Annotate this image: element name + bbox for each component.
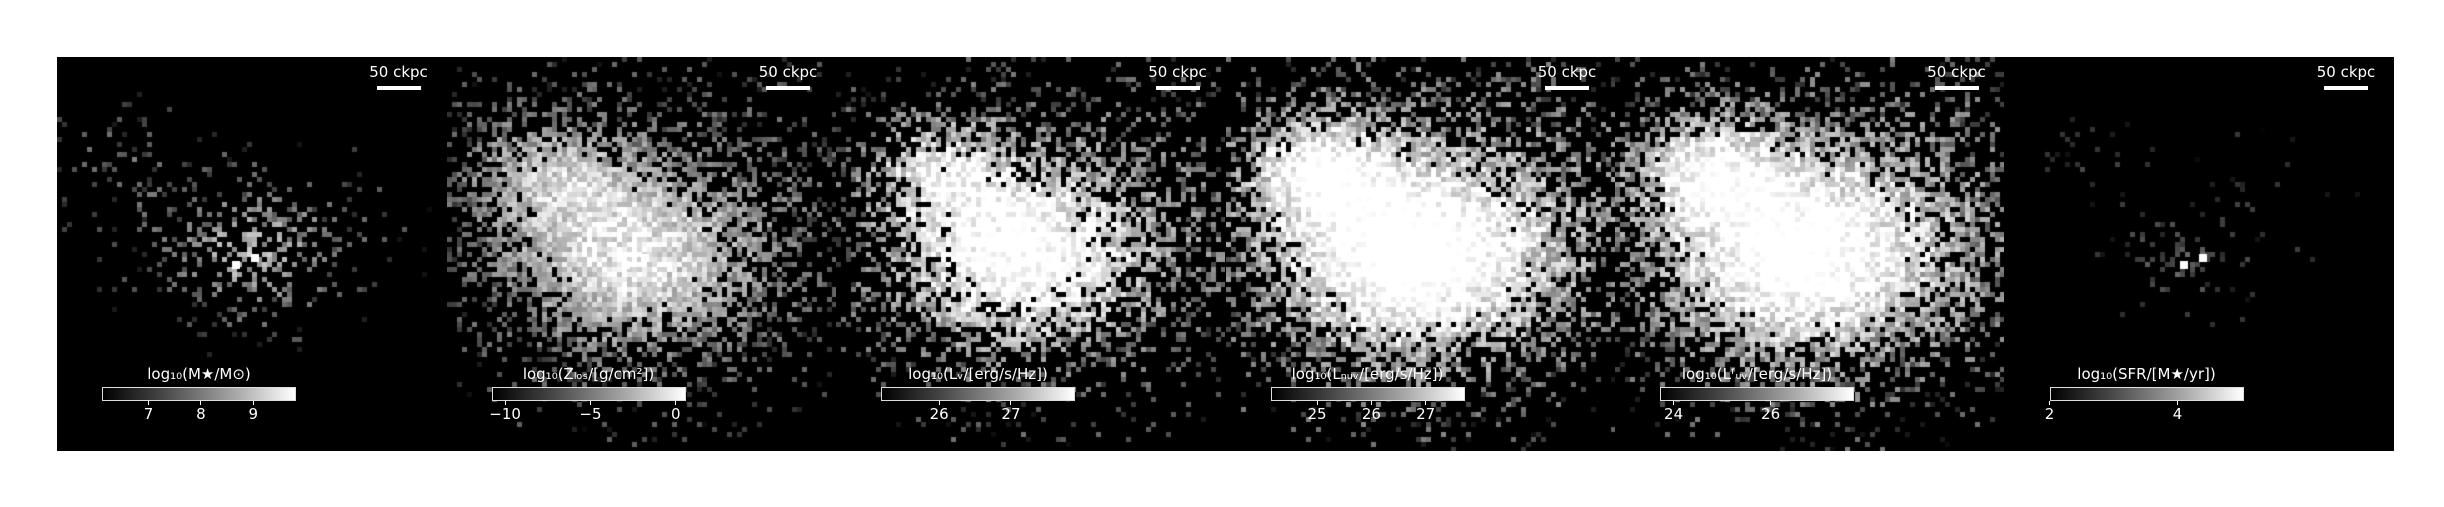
scale-bar-label: 50 ckpc	[1148, 63, 1207, 81]
colorbar-gradient	[491, 387, 686, 401]
colorbar-gradient	[102, 387, 296, 401]
colorbar-gradient	[1660, 387, 1854, 401]
colorbar-ticks: 2 4	[2045, 401, 2244, 423]
scale-bar-label: 50 ckpc	[758, 63, 818, 81]
colorbar: log₁₀(Lᶠᵤᵥ/[erg/s/Hz]) 24 26	[1660, 365, 1854, 423]
image-strip: 50 ckpc log₁₀(M★/M⊙) 7 8 9 50 ckpc log₁₀…	[57, 57, 2394, 451]
colorbar-label: log₁₀(Lᶠᵤᵥ/[erg/s/Hz])	[1681, 365, 1833, 383]
scale-bar-label: 50 ckpc	[369, 63, 428, 81]
colorbar-label: log₁₀(Zₗₒₛ/[g/cm²])	[522, 365, 655, 383]
colorbar-label: log₁₀(Lᵥ/[erg/s/Hz])	[908, 365, 1048, 383]
scale-bar-label: 50 ckpc	[2316, 63, 2376, 81]
scale-bar: 50 ckpc	[1537, 63, 1597, 90]
scale-bar-line	[1934, 86, 1979, 90]
scale-bar: 50 ckpc	[2316, 63, 2376, 90]
colorbar-tick: 27	[991, 401, 1031, 423]
scale-bar-line	[1155, 86, 1200, 90]
star-formation-rate-map	[2004, 57, 2394, 451]
scale-bar-label: 50 ckpc	[1927, 63, 1986, 81]
colorbar-tick: 24	[1654, 401, 1694, 423]
colorbar: log₁₀(Lᵥ/[erg/s/Hz]) 26 27	[881, 365, 1075, 423]
scale-bar: 50 ckpc	[1148, 63, 1208, 90]
colorbar-label: log₁₀(Lₙᵤᵥ/[erg/s/Hz])	[1291, 365, 1444, 383]
colorbar-tick: −10	[485, 401, 525, 423]
colorbar-ticks: 26 27	[881, 401, 1075, 423]
scale-bar-line	[376, 86, 421, 90]
stellar-mass-map	[57, 57, 446, 451]
colorbar-tick: 0	[656, 401, 696, 423]
metal-column-map	[446, 57, 836, 451]
colorbar-gradient	[2049, 387, 2244, 401]
colorbar-ticks: 7 8 9	[102, 401, 296, 423]
panel-star-formation-rate: 50 ckpc log₁₀(SFR/[M★/yr]) 2 4	[2004, 57, 2394, 451]
colorbar-tick: 26	[1751, 401, 1791, 423]
colorbar-tick: 4	[2158, 401, 2198, 423]
colorbar-label: log₁₀(SFR/[M★/yr])	[2077, 365, 2216, 383]
nuv-luminosity-map	[1225, 57, 1615, 451]
panel-stellar-mass: 50 ckpc log₁₀(M★/M⊙) 7 8 9	[57, 57, 447, 451]
panel-nuv-luminosity: 50 ckpc log₁₀(Lₙᵤᵥ/[erg/s/Hz]) 25 26 27	[1225, 57, 1615, 451]
fuv-luminosity-map	[1615, 57, 2004, 451]
colorbar-ticks: 24 26	[1660, 401, 1854, 423]
colorbar: log₁₀(Zₗₒₛ/[g/cm²]) −10 −5 0	[489, 365, 686, 423]
colorbar-ticks: −10 −5 0	[489, 401, 686, 423]
scale-bar: 50 ckpc	[1927, 63, 1987, 90]
panel-fuv-luminosity: 50 ckpc log₁₀(Lᶠᵤᵥ/[erg/s/Hz]) 24 26	[1615, 57, 2005, 451]
colorbar-tick: 9	[233, 401, 273, 423]
scale-bar-label: 50 ckpc	[1537, 63, 1597, 81]
scale-bar-line	[766, 86, 810, 90]
colorbar-tick: 25	[1297, 401, 1337, 423]
colorbar: log₁₀(SFR/[M★/yr]) 2 4	[2045, 365, 2244, 423]
colorbar-tick: 8	[181, 401, 221, 423]
scale-bar: 50 ckpc	[758, 63, 818, 90]
colorbar-tick: 7	[129, 401, 169, 423]
colorbar-tick: −5	[570, 401, 610, 423]
colorbar-label: log₁₀(M★/M⊙)	[147, 365, 251, 383]
colorbar: log₁₀(Lₙᵤᵥ/[erg/s/Hz]) 25 26 27	[1270, 365, 1465, 423]
colorbar-tick: 27	[1406, 401, 1446, 423]
panel-v-band-luminosity: 50 ckpc log₁₀(Lᵥ/[erg/s/Hz]) 26 27	[836, 57, 1226, 451]
scale-bar: 50 ckpc	[369, 63, 429, 90]
colorbar: log₁₀(M★/M⊙) 7 8 9	[102, 365, 296, 423]
colorbar-tick: 26	[1351, 401, 1391, 423]
panel-metal-column: 50 ckpc log₁₀(Zₗₒₛ/[g/cm²]) −10 −5 0	[446, 57, 836, 451]
colorbar-tick: 26	[919, 401, 959, 423]
colorbar-gradient	[1270, 387, 1465, 401]
scale-bar-line	[1545, 86, 1589, 90]
scale-bar-line	[2324, 86, 2368, 90]
v-band-luminosity-map	[836, 57, 1225, 451]
colorbar-tick: 2	[2030, 401, 2070, 423]
colorbar-ticks: 25 26 27	[1271, 401, 1465, 423]
colorbar-gradient	[881, 387, 1075, 401]
